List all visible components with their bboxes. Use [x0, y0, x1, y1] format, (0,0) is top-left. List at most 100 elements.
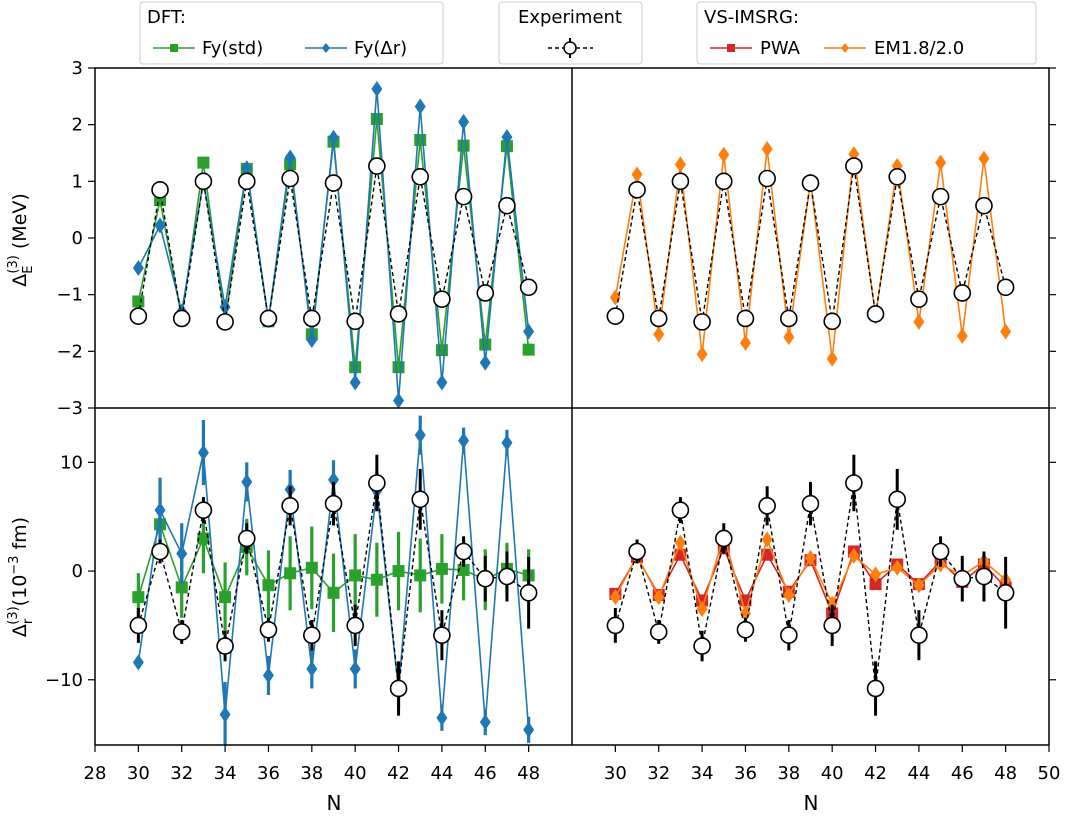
x-tick-label: 44 [907, 763, 930, 784]
marker-experiment [433, 626, 451, 645]
marker-experiment [693, 637, 711, 655]
y-axis-label-radius: Δr(3)(10−3 fm) [6, 517, 36, 637]
marker-fy-std- [175, 581, 188, 594]
y-tick-label: 10 [60, 452, 83, 473]
x-tick-label: 40 [821, 763, 844, 784]
legend-pwa-marker [727, 44, 735, 52]
marker-fy-r- [219, 706, 231, 723]
marker-em1-8-2-0 [913, 577, 925, 594]
marker-em1-8-2-0 [653, 589, 665, 606]
marker-em1-8-2-0 [805, 550, 816, 567]
marker-experiment [194, 172, 213, 191]
marker-fy-std- [370, 113, 383, 125]
x-tick-label: 36 [257, 763, 280, 784]
y-tick-label: 1 [72, 171, 83, 192]
marker-experiment [845, 474, 863, 492]
marker-experiment [866, 679, 885, 698]
marker-fy-r- [328, 471, 339, 488]
legend-imsrg-title: VS-IMSRG: [704, 7, 799, 28]
marker-em1-8-2-0 [718, 146, 730, 163]
legend-em-label: EM1.8/2.0 [874, 38, 964, 59]
marker-experiment [931, 187, 950, 206]
legend-experiment-title: Experiment [518, 7, 622, 28]
legend-fy-dr-marker [322, 43, 330, 53]
marker-fy-r- [501, 129, 513, 146]
marker-pwa [869, 578, 882, 591]
marker-experiment [324, 494, 343, 513]
series-line-fy-std- [137, 118, 530, 368]
marker-em1-8-2-0 [826, 350, 838, 367]
legend-em-marker [841, 43, 849, 53]
marker-fy-r- [458, 113, 470, 130]
marker-experiment [129, 307, 148, 326]
marker-experiment [216, 637, 234, 655]
marker-fy-r- [436, 709, 448, 726]
marker-fy-r- [154, 502, 166, 519]
x-tick-label: 38 [300, 763, 323, 784]
marker-fy-std- [132, 295, 145, 308]
marker-experiment [389, 679, 408, 698]
marker-experiment [454, 542, 473, 561]
marker-experiment [303, 309, 321, 328]
marker-em1-8-2-0 [674, 534, 686, 551]
marker-fy-r- [219, 299, 231, 316]
marker-experiment [801, 174, 820, 192]
x-tick-label: 36 [734, 763, 757, 784]
marker-experiment [129, 616, 148, 635]
x-tick-label: 34 [691, 763, 714, 784]
marker-fy-std- [197, 532, 210, 545]
marker-experiment [281, 497, 299, 515]
marker-fy-r- [176, 545, 188, 562]
marker-fy-r- [371, 80, 383, 97]
x-axis-label-left: N [327, 791, 342, 815]
marker-experiment [433, 290, 451, 309]
marker-fy-r- [328, 129, 339, 146]
marker-fy-std- [435, 562, 448, 575]
marker-fy-std- [349, 361, 362, 374]
marker-em1-8-2-0 [1000, 323, 1012, 340]
marker-experiment [714, 172, 733, 191]
legend-experiment-box [498, 1, 643, 65]
marker-fy-std- [500, 140, 513, 153]
marker-experiment [953, 284, 972, 302]
marker-fy-std- [457, 563, 470, 576]
marker-experiment [303, 626, 321, 645]
marker-experiment [866, 305, 885, 323]
marker-em1-8-2-0 [696, 346, 708, 363]
marker-experiment [758, 169, 776, 188]
marker-experiment [714, 529, 733, 548]
marker-experiment [476, 284, 495, 302]
marker-experiment [476, 569, 495, 588]
panel-top-right [606, 141, 1015, 367]
marker-fy-r- [393, 392, 405, 408]
marker-fy-std- [284, 567, 297, 580]
y-tick-label: −2 [56, 341, 83, 362]
marker-em1-8-2-0 [935, 154, 947, 171]
marker-experiment [975, 196, 993, 215]
marker-em1-8-2-0 [761, 531, 773, 548]
marker-em1-8-2-0 [956, 328, 968, 345]
marker-fy-std- [522, 343, 535, 356]
marker-experiment [259, 309, 278, 328]
legend-dft-title: DFT: [147, 7, 186, 28]
marker-fy-std- [414, 569, 427, 582]
marker-experiment [649, 623, 668, 641]
x-tick-label: 28 [84, 763, 107, 784]
marker-experiment [172, 623, 191, 641]
marker-fy-std- [392, 565, 405, 578]
x-tick-label: 48 [994, 763, 1017, 784]
y-tick-label: 2 [72, 115, 83, 136]
marker-em1-8-2-0 [761, 141, 773, 158]
legend-experiment-marker [563, 41, 577, 55]
x-tick-label: 30 [604, 763, 627, 784]
marker-experiment [823, 616, 841, 635]
legend-experiment: Experiment [498, 1, 643, 65]
x-tick-label: 46 [474, 763, 497, 784]
marker-experiment [411, 490, 430, 509]
marker-em1-8-2-0 [653, 326, 665, 343]
x-tick-label: 42 [864, 763, 887, 784]
marker-experiment [519, 278, 538, 297]
legend-dft-box [139, 1, 444, 65]
marker-experiment [671, 501, 690, 519]
legend-imsrg: VS-IMSRG: PWA EM1.8/2.0 [696, 1, 1037, 65]
